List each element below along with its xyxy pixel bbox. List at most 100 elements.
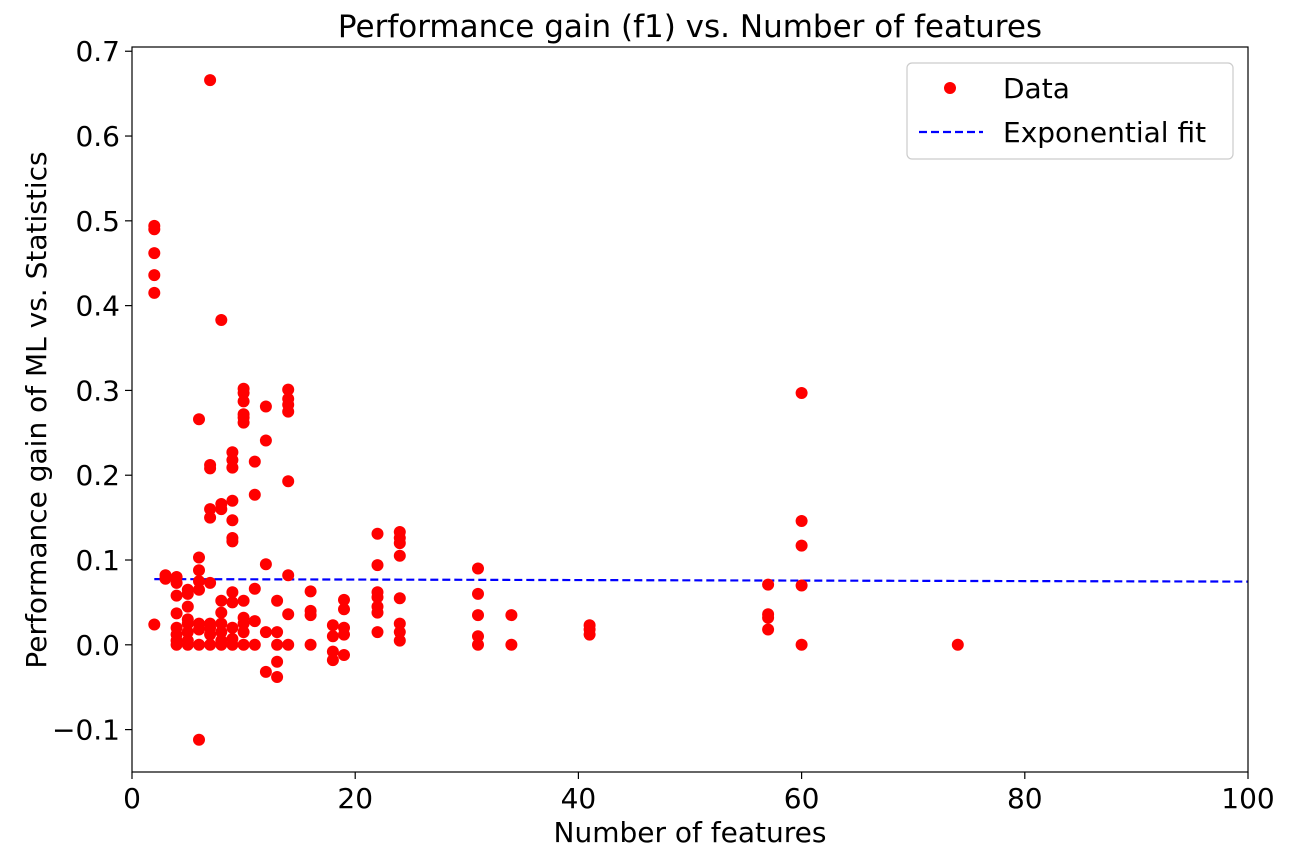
data-point <box>215 314 228 326</box>
data-point <box>472 562 484 575</box>
x-axis: 0 20 40 60 80 100 <box>123 772 1275 815</box>
y-tick-label: 0.4 <box>75 290 120 323</box>
data-point <box>282 475 295 488</box>
y-tick-label: 0.3 <box>75 374 120 407</box>
data-point <box>148 269 161 282</box>
data-point <box>304 609 317 622</box>
data-point <box>226 596 239 609</box>
data-point <box>181 600 194 613</box>
data-point <box>472 609 484 622</box>
exponential-fit-line <box>154 578 1249 583</box>
data-point <box>193 583 205 596</box>
data-point <box>226 514 239 527</box>
plot-frame <box>131 46 1249 773</box>
data-point <box>505 638 518 651</box>
data-point <box>371 626 384 639</box>
data-point <box>393 549 406 562</box>
data-point <box>215 638 228 651</box>
data-point <box>148 286 161 299</box>
data-point <box>215 503 228 516</box>
data-point <box>237 626 250 639</box>
data-point <box>215 606 228 619</box>
data-point <box>204 576 217 589</box>
data-point <box>193 638 205 651</box>
data-point <box>326 654 339 667</box>
data-point <box>237 395 250 408</box>
legend-marker-data <box>944 82 956 94</box>
x-axis-label: Number of features <box>554 816 827 849</box>
data-point <box>248 488 261 501</box>
data-point <box>237 638 250 651</box>
data-point <box>338 603 350 616</box>
data-point <box>472 638 484 651</box>
data-point <box>248 582 261 595</box>
y-tick-label: 0.5 <box>75 205 120 238</box>
data-point <box>193 733 205 746</box>
data-point <box>762 623 775 636</box>
legend-label-fit: Exponential fit <box>1003 116 1206 149</box>
data-point <box>371 527 384 540</box>
data-point <box>170 576 183 589</box>
data-point <box>159 572 172 585</box>
y-tick-label: 0.0 <box>75 629 120 662</box>
data-point <box>170 607 183 620</box>
data-point <box>226 494 239 507</box>
data-point <box>762 611 775 624</box>
data-point <box>951 638 964 651</box>
data-point <box>259 665 272 678</box>
data-point <box>393 634 406 647</box>
data-point <box>181 638 194 651</box>
data-point <box>148 247 161 260</box>
data-point <box>762 578 775 591</box>
data-point <box>326 645 339 658</box>
data-point <box>237 594 250 607</box>
data-point <box>148 223 161 236</box>
y-tick-label: 0.7 <box>75 35 120 68</box>
data-point <box>226 461 239 474</box>
data-point <box>193 564 205 577</box>
data-point <box>226 638 239 651</box>
data-point <box>226 535 239 548</box>
x-tick-label: 40 <box>561 782 597 815</box>
data-point <box>204 74 217 87</box>
data-point <box>795 579 808 592</box>
data-point <box>393 592 406 605</box>
data-point <box>371 591 384 604</box>
plot-marks <box>148 74 1249 746</box>
data-point <box>248 615 261 628</box>
data-point <box>282 569 295 582</box>
data-point <box>271 594 284 607</box>
data-point <box>204 638 217 651</box>
data-point <box>282 638 295 651</box>
data-point <box>326 619 339 632</box>
data-point <box>259 434 272 447</box>
data-point <box>338 649 350 661</box>
data-point <box>304 585 317 598</box>
data-point <box>181 587 194 600</box>
data-point <box>215 617 228 630</box>
data-point <box>204 503 217 516</box>
data-point <box>170 589 183 602</box>
legend-box <box>906 62 1234 160</box>
y-tick-label: 0.2 <box>75 459 120 492</box>
data-point <box>795 515 808 527</box>
data-point <box>204 511 217 524</box>
data-point <box>795 638 808 651</box>
data-point <box>237 387 250 399</box>
y-tick-label: −0.1 <box>52 714 120 747</box>
data-point <box>237 416 250 429</box>
data-point <box>170 638 183 651</box>
data-point <box>505 609 518 622</box>
data-point <box>193 575 205 588</box>
data-point <box>304 638 317 651</box>
x-tick-label: 80 <box>1007 782 1043 815</box>
data-point <box>282 405 295 418</box>
legend-label-data: Data <box>1003 72 1070 105</box>
y-axis-label: Performance gain of ML vs. Statistics <box>20 151 53 668</box>
data-point <box>326 630 339 643</box>
y-tick-label: 0.1 <box>75 544 120 577</box>
data-point <box>271 638 284 651</box>
data-point <box>259 400 272 413</box>
data-point <box>226 621 239 634</box>
